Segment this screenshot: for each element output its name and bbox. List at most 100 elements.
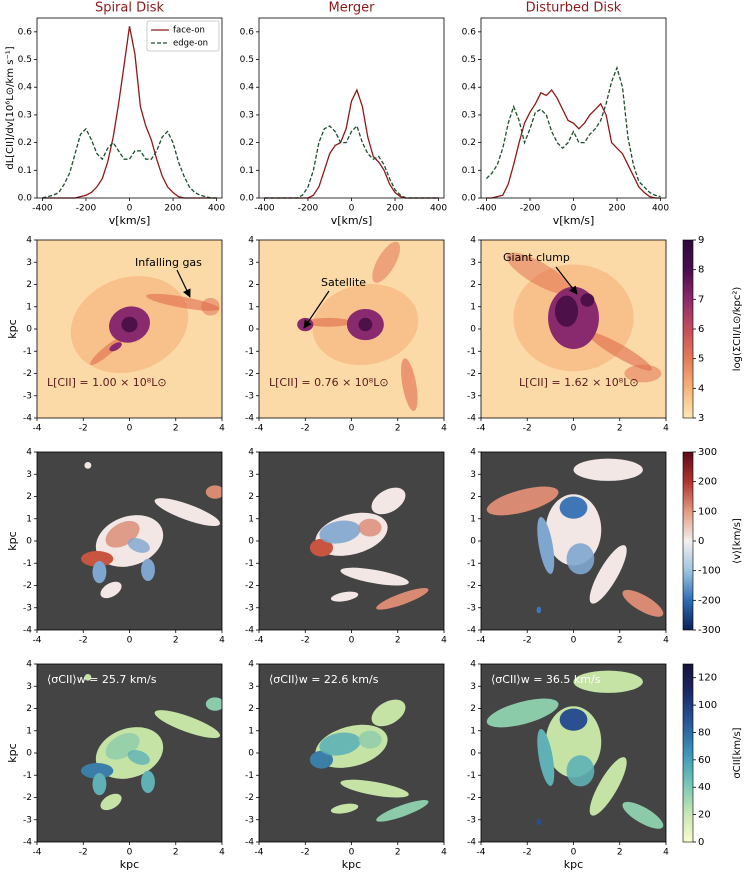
y-tick-label: 3	[470, 258, 476, 268]
plot-frame	[36, 17, 223, 199]
map-feature	[566, 755, 595, 787]
y-tick-label: 4	[248, 448, 254, 458]
colorbar-label: ⟨v⟩[km/s]	[732, 518, 743, 564]
x-tick-label: 0	[571, 204, 577, 214]
y-tick-label: -1	[23, 559, 32, 569]
map-feature	[121, 316, 138, 333]
map-feature	[340, 567, 409, 586]
colorbar-tick-label: 0	[698, 536, 704, 547]
y-tick-label: 2	[26, 492, 32, 502]
x-tick-label: -4	[255, 424, 264, 434]
x-tick-label: 4	[441, 848, 447, 858]
y-tick-label: -4	[467, 838, 476, 848]
map-feature	[205, 485, 222, 499]
y-tick-label: 2	[248, 704, 254, 714]
map-feature	[127, 538, 150, 553]
y-tick-label: 0.1	[240, 166, 254, 176]
y-tick-label: -4	[23, 626, 32, 636]
x-axis-label: v[km/s]	[109, 214, 151, 227]
map-feature	[330, 591, 359, 602]
x-axis-label: v[km/s]	[553, 214, 595, 227]
map-image	[37, 664, 222, 842]
x-tick-label: 0	[349, 424, 355, 434]
y-tick-label: 1	[470, 514, 476, 524]
y-tick-label: -1	[245, 347, 254, 357]
y-tick-label: -3	[23, 391, 32, 401]
colorbar-tick-label: 80	[698, 727, 711, 738]
map-image	[259, 452, 444, 630]
x-tick-label: 200	[608, 204, 625, 214]
y-tick-label: 0.1	[18, 166, 32, 176]
x-tick-label: -2	[79, 636, 88, 646]
y-tick-label: 0.6	[18, 27, 33, 37]
y-tick-label: 1	[26, 726, 32, 736]
x-tick-label: -2	[301, 636, 310, 646]
annotation: L[CII] = 0.76 × 10⁸L⊙	[269, 376, 389, 389]
map-feature	[555, 295, 579, 327]
plot-frame	[480, 17, 667, 199]
map-image	[481, 664, 666, 842]
y-tick-label: 0	[26, 749, 32, 759]
map-feature	[401, 358, 418, 411]
colorbar	[682, 663, 694, 843]
y-tick-label: -3	[467, 603, 476, 613]
y-tick-label: 1	[248, 514, 254, 524]
x-tick-label: -4	[255, 636, 264, 646]
map-feature	[100, 793, 122, 811]
series-line	[42, 26, 217, 199]
y-tick-label: -1	[245, 559, 254, 569]
y-tick-label: -1	[467, 771, 476, 781]
y-tick-label: -1	[23, 347, 32, 357]
map-feature	[92, 561, 107, 584]
x-tick-label: 400	[430, 204, 447, 214]
x-tick-label: 0	[349, 848, 355, 858]
x-tick-label: -400	[254, 204, 275, 214]
map-feature	[127, 750, 150, 765]
map-feature	[84, 462, 92, 469]
y-tick-label: -3	[23, 603, 32, 613]
map-feature	[624, 364, 662, 383]
map-feature	[358, 730, 382, 749]
map-feature	[154, 498, 221, 527]
map-feature	[506, 252, 572, 295]
y-tick-label: 0.3	[462, 110, 476, 120]
y-tick-label: 4	[26, 448, 32, 458]
y-tick-label: -2	[23, 369, 32, 379]
x-tick-label: 2	[173, 848, 179, 858]
y-tick-label: 0.0	[462, 194, 477, 204]
x-tick-label: 0	[349, 204, 355, 214]
y-tick-label: -4	[23, 414, 32, 424]
map-feature	[536, 606, 542, 614]
colorbar-tick-label: 100	[698, 700, 717, 711]
map-feature	[566, 543, 595, 575]
y-axis-label: kpc	[6, 319, 19, 338]
colorbar-tick-label: 9	[698, 235, 704, 246]
plot-frame	[258, 17, 445, 199]
map-feature	[589, 545, 627, 604]
colorbar-tick-label: 8	[698, 265, 704, 276]
y-tick-label: -2	[245, 369, 254, 379]
x-tick-label: 0	[127, 848, 133, 858]
map-feature	[297, 317, 314, 332]
x-tick-label: 2	[395, 636, 401, 646]
y-tick-label: 1	[248, 302, 254, 312]
colorbar-label: σCII[km/s]	[732, 727, 743, 778]
x-tick-label: 4	[219, 636, 225, 646]
y-tick-label: -1	[23, 771, 32, 781]
y-tick-label: 0	[248, 325, 254, 335]
x-tick-label: -200	[298, 204, 319, 214]
y-tick-label: -3	[467, 391, 476, 401]
y-tick-label: 3	[26, 470, 32, 480]
y-tick-label: 0.2	[240, 138, 254, 148]
y-tick-label: -1	[467, 347, 476, 357]
y-tick-label: -4	[245, 414, 254, 424]
map-feature	[622, 801, 664, 829]
map-feature	[201, 297, 220, 316]
y-tick-label: 0.6	[240, 27, 255, 37]
map-image	[37, 452, 222, 630]
y-tick-label: 2	[26, 280, 32, 290]
annotation: L[CII] = 1.00 × 10⁸L⊙	[47, 376, 167, 389]
y-tick-label: 0.0	[18, 194, 33, 204]
x-tick-label: -400	[476, 204, 497, 214]
colorbar-tick-label: 0	[698, 837, 704, 848]
